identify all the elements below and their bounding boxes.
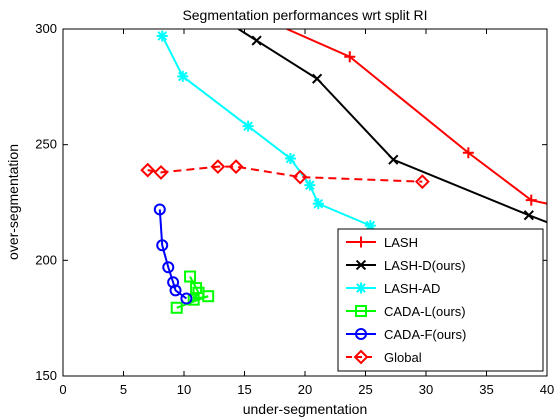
legend-label-0: LASH [384, 235, 418, 250]
series-2-point-3 [284, 153, 296, 165]
series-3-point-0 [184, 270, 197, 283]
series-1-point-4 [523, 210, 534, 221]
x-tick-label-8: 40 [540, 382, 554, 397]
series-3-point-3 [187, 293, 200, 306]
legend-label-3: CADA-L(ours) [384, 304, 466, 319]
y-axis-label: over-segmentation [5, 144, 21, 260]
series-2-point-5 [312, 198, 324, 210]
series-0-point-3 [525, 194, 537, 206]
legend-marker-1 [355, 259, 367, 271]
x-tick-label-4: 20 [298, 382, 312, 397]
legend-marker-4 [355, 328, 367, 340]
legend-label-2: LASH-AD [384, 281, 440, 296]
x-axis-label: under-segmentation [243, 401, 368, 417]
y-tick-label-0: 150 [35, 368, 57, 383]
series-line-5 [147, 165, 423, 183]
series-3-point-5 [170, 301, 183, 314]
series-0-point-1 [344, 51, 356, 63]
legend: LASH LASH-D(ours) LASH-AD CADA-L(ours) CADA-… [337, 228, 544, 372]
x-tick-label-5: 25 [358, 382, 372, 397]
y-tick-label-1: 200 [35, 252, 57, 267]
x-tick-label-3: 15 [237, 382, 251, 397]
series-0-point-2 [462, 147, 474, 159]
x-tick-label-0: 0 [59, 382, 66, 397]
series-2-point-1 [177, 70, 189, 82]
chart-title: Segmentation performances wrt split RI [182, 7, 427, 23]
legend-label-4: CADA-F(ours) [384, 327, 466, 342]
series-4-point-3 [167, 276, 180, 289]
legend-marker-2 [355, 282, 367, 294]
series-4-point-1 [156, 239, 169, 252]
series-5-point-3 [228, 159, 244, 175]
series-2-point-6 [364, 220, 376, 232]
series-4-point-2 [162, 261, 175, 274]
series-2-point-0 [156, 30, 168, 42]
legend-label-1: LASH-D(ours) [384, 258, 466, 273]
series-1-point-2 [311, 73, 323, 84]
series-5-point-2 [210, 159, 226, 175]
y-tick-label-3: 300 [35, 21, 57, 36]
legend-marker-3 [355, 305, 367, 317]
series-1-point-1 [251, 35, 262, 46]
series-5-point-4 [292, 169, 308, 185]
series-5-point-0 [140, 162, 156, 178]
series-5-point-5 [414, 174, 430, 190]
x-tick-label-7: 35 [479, 382, 493, 397]
x-tick-label-1: 5 [120, 382, 127, 397]
series-2-point-4 [304, 179, 316, 191]
legend-marker-0 [355, 236, 367, 248]
series-3-point-4 [202, 290, 215, 303]
legend-marker-5 [353, 349, 369, 365]
series-2-point-2 [242, 120, 254, 132]
series-5-point-1 [153, 165, 169, 180]
series-4-point-0 [153, 203, 166, 216]
legend-label-5: Global [384, 350, 422, 365]
legend-box [337, 228, 544, 372]
series-1-point-3 [388, 154, 399, 165]
series-4-point-5 [180, 292, 193, 305]
x-tick-label-6: 30 [419, 382, 433, 397]
y-tick-label-2: 250 [35, 137, 57, 152]
x-tick-label-2: 10 [177, 382, 191, 397]
series-4-point-4 [169, 284, 182, 297]
